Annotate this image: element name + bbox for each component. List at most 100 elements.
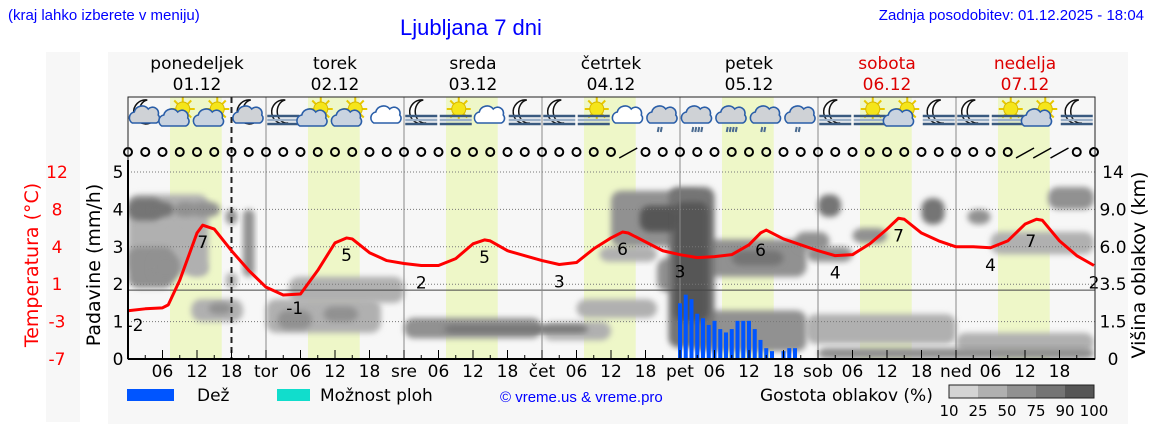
precipitation-tick: 2 bbox=[113, 275, 124, 295]
wind-calm-circle bbox=[640, 147, 651, 157]
wind-calm-circle bbox=[1002, 147, 1013, 157]
colorbar-segment bbox=[1036, 385, 1065, 398]
wind-calm-circle bbox=[295, 147, 306, 157]
location-menu-hint[interactable]: (kraj lahko izberete v meniju) bbox=[8, 7, 200, 24]
wind-calm-circle bbox=[709, 147, 720, 157]
wind-calm-circle bbox=[261, 147, 271, 157]
wind-calm-circle bbox=[951, 147, 961, 157]
wind-calm-circle bbox=[778, 147, 789, 157]
cloud-icon bbox=[370, 105, 402, 124]
wind-calm-circle bbox=[468, 147, 478, 157]
x-day-tick: tor bbox=[254, 362, 278, 382]
cloud-density-blob bbox=[852, 228, 887, 244]
rain-bar bbox=[764, 348, 769, 359]
temperature-label: -1 bbox=[286, 299, 303, 319]
day-name: sobota bbox=[858, 54, 916, 74]
temperature-tick: 1 bbox=[52, 275, 63, 295]
copyright-link[interactable]: © vreme.us & vreme.pro bbox=[500, 389, 663, 406]
cloud-density-blob bbox=[1048, 186, 1094, 210]
precipitation-tick: 3 bbox=[113, 238, 124, 258]
rain-bar bbox=[683, 294, 688, 359]
temperature-label: 2 bbox=[1089, 274, 1100, 294]
colorbar-segment bbox=[1007, 385, 1036, 398]
wind-calm-circle bbox=[226, 147, 237, 157]
temperature-tick: 4 bbox=[52, 238, 63, 258]
x-day-tick: sre bbox=[391, 362, 417, 382]
cloud-density-blob bbox=[731, 250, 784, 266]
wind-calm-circle bbox=[1071, 147, 1082, 157]
wind-calm-circle bbox=[381, 147, 392, 157]
sun-fog-icon bbox=[991, 97, 1024, 126]
moon-fog-icon bbox=[543, 99, 576, 126]
wind-barb bbox=[1050, 147, 1069, 159]
cloud-density-blob bbox=[576, 299, 657, 318]
cloud-density-blob bbox=[128, 198, 163, 221]
cloud-density-blob bbox=[151, 201, 174, 217]
x-hour-tick: 06 bbox=[704, 362, 726, 382]
temperature-label: 5 bbox=[479, 248, 490, 268]
cloud-density-blob bbox=[599, 246, 657, 262]
x-hour-tick: 18 bbox=[635, 362, 657, 382]
daylight-band bbox=[445, 97, 498, 359]
temperature-tick: -7 bbox=[49, 350, 66, 370]
moon-fog-icon bbox=[405, 99, 438, 126]
legend-cloud-density-label: Gostota oblakov (%) bbox=[760, 386, 933, 406]
rain-bar bbox=[787, 348, 792, 359]
wind-calm-circle bbox=[830, 147, 841, 157]
wind-calm-circle bbox=[657, 147, 668, 157]
wind-calm-circle bbox=[761, 147, 772, 157]
day-name: nedelja bbox=[994, 54, 1056, 74]
rain-bar bbox=[689, 299, 694, 359]
day-date: 06.12 bbox=[863, 75, 912, 95]
x-hour-tick: 06 bbox=[842, 362, 864, 382]
temperature-axis-panel bbox=[46, 52, 80, 422]
wind-calm-circle bbox=[243, 147, 254, 157]
day-name: ponedeljek bbox=[150, 54, 244, 74]
wind-calm-circle bbox=[450, 147, 461, 157]
cloud-height-tick: 6.0 bbox=[1099, 238, 1126, 258]
rain-bar bbox=[793, 348, 797, 359]
cloud-density-blob bbox=[225, 209, 238, 225]
wind-calm-circle bbox=[312, 147, 323, 157]
sun-cloud-icon bbox=[330, 97, 368, 127]
x-hour-tick: 12 bbox=[324, 362, 346, 382]
rain-bar bbox=[706, 324, 711, 359]
colorbar-tick: 75 bbox=[1026, 402, 1045, 420]
temperature-label: 4 bbox=[985, 256, 996, 276]
cloud-density-blob bbox=[639, 205, 680, 232]
colorbar-tick: 100 bbox=[1080, 402, 1109, 420]
wind-calm-circle bbox=[347, 147, 358, 157]
wind-calm-circle bbox=[933, 147, 944, 157]
moon-fog-icon bbox=[922, 99, 955, 126]
cloud-light-rain-icon bbox=[646, 105, 678, 133]
x-hour-tick: 12 bbox=[1014, 362, 1036, 382]
legend-rain-swatch bbox=[127, 389, 174, 401]
wind-calm-circle bbox=[813, 147, 823, 157]
wind-calm-circle bbox=[675, 147, 685, 157]
cloud-height-tick: 3.5 bbox=[1099, 275, 1126, 295]
wind-calm-circle bbox=[157, 147, 168, 157]
x-hour-tick: 12 bbox=[876, 362, 898, 382]
wind-calm-circle bbox=[519, 147, 530, 157]
legend-showers-label: Možnost ploh bbox=[320, 386, 433, 406]
x-hour-tick: 06 bbox=[980, 362, 1002, 382]
x-hour-tick: 06 bbox=[152, 362, 174, 382]
colorbar-tick: 50 bbox=[997, 402, 1016, 420]
cloud-density-blob bbox=[444, 325, 588, 333]
x-hour-tick: 12 bbox=[600, 362, 622, 382]
wind-calm-circle bbox=[692, 147, 703, 157]
temperature-label: 3 bbox=[554, 273, 565, 293]
wind-calm-circle bbox=[744, 147, 754, 157]
rain-bar bbox=[752, 329, 757, 359]
day-name: petek bbox=[725, 54, 773, 74]
x-day-tick: pet bbox=[666, 362, 694, 382]
temperature-axis-label: Temperatura (°C) bbox=[21, 183, 43, 348]
precipitation-tick: 0 bbox=[113, 350, 124, 370]
cloud-light-rain-icon bbox=[749, 105, 782, 133]
legend-showers-swatch bbox=[277, 389, 310, 401]
wind-calm-circle bbox=[278, 147, 289, 157]
moon-fog-icon bbox=[1060, 99, 1093, 126]
colorbar-tick: 10 bbox=[939, 402, 958, 420]
temperature-label: 6 bbox=[755, 241, 766, 261]
